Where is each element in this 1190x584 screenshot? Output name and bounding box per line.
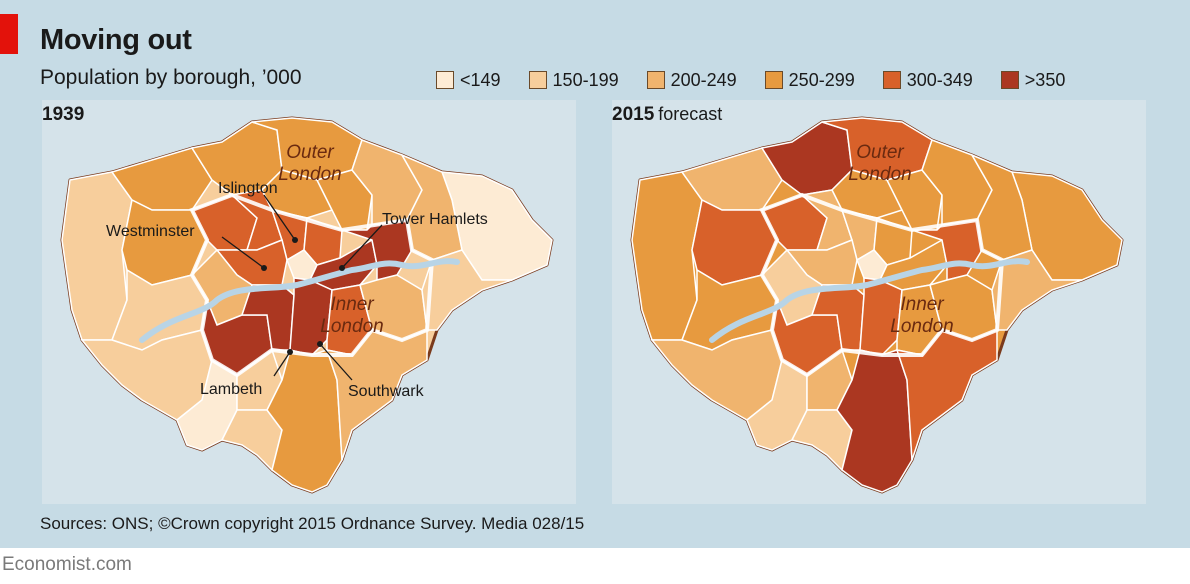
legend-item-150-199: 150-199 (528, 69, 619, 91)
year-label: 1939 (42, 104, 85, 125)
borough-label-lambeth: Lambeth (200, 381, 262, 398)
legend-swatch (528, 71, 547, 89)
westminster-leader-line (221, 236, 265, 269)
panel-year-2015: 2015 forecast (612, 104, 722, 126)
borough-label-islington: Islington (218, 180, 278, 197)
legend-label: 250-299 (788, 69, 855, 90)
inner-london-label-line1: Inner (330, 294, 374, 315)
tower-hamlets-leader-line (341, 224, 383, 269)
map-panel-1939: Outer London Inner London Islington West… (42, 100, 576, 504)
year-suffix: forecast (658, 104, 723, 124)
chart-subtitle: Population by borough, ’000 (40, 66, 302, 89)
legend-swatch (436, 71, 454, 89)
legend-item-under-149: <149 (436, 70, 501, 91)
year-label: 2015 (612, 104, 655, 125)
legend-swatch (764, 71, 783, 89)
lambeth-leader-line (273, 351, 291, 377)
legend-label: 300-349 (906, 69, 973, 90)
inner-london-label-line2: London (890, 316, 953, 337)
london-map-1939: Outer London Inner London Islington West… (60, 116, 554, 494)
london-map-2015: Outer London Inner London (630, 116, 1124, 494)
outer-london-label-line1: Outer (856, 142, 904, 163)
legend-label: 150-199 (552, 69, 619, 90)
legend-swatch (1000, 71, 1019, 89)
borough-bexley (421, 249, 513, 331)
river-thames (709, 258, 1030, 343)
islington-marker (292, 237, 298, 243)
borough-label-westminster: Westminster (106, 223, 195, 240)
inner-london-label-line2: London (320, 316, 383, 337)
outer-london-label-line2: London (848, 164, 911, 185)
river-thames (139, 258, 460, 343)
southwark-leader-line (319, 343, 353, 381)
legend-label: 200-249 (670, 69, 737, 90)
borough-label-southwark: Southwark (348, 383, 425, 400)
legend-label: >350 (1024, 69, 1066, 90)
legend-label: <149 (460, 69, 501, 90)
brand-tab (0, 14, 18, 54)
legend-item-200-249: 200-249 (646, 69, 737, 91)
outer-london-label-line2: London (278, 164, 341, 185)
westminster-marker (261, 265, 267, 271)
outer-london-label-line1: Outer (286, 142, 334, 163)
legend-item-300-349: 300-349 (882, 69, 973, 91)
lambeth-marker (287, 349, 293, 355)
legend-swatch (882, 71, 901, 89)
panel-year-1939: 1939 (42, 104, 84, 126)
islington-leader-line (263, 194, 296, 241)
brand-footer: Economist.com (2, 554, 132, 575)
map-panel-2015: Outer London Inner London 2015 forecast (612, 100, 1146, 504)
legend-item-over-350: >350 (1000, 69, 1066, 91)
chart-title: Moving out (40, 24, 192, 56)
borough-bexley (991, 249, 1083, 331)
tower-hamlets-marker (339, 265, 345, 271)
legend-item-250-299: 250-299 (764, 69, 855, 91)
southwark-marker (317, 341, 323, 347)
borough-label-tower-hamlets: Tower Hamlets (382, 211, 488, 228)
legend-swatch (646, 71, 665, 89)
inner-london-label-line1: Inner (900, 294, 944, 315)
legend: <149 150-199 200-249 250-299 300-349 >35… (436, 66, 1065, 94)
source-note: Sources: ONS; ©Crown copyright 2015 Ordn… (40, 514, 585, 533)
